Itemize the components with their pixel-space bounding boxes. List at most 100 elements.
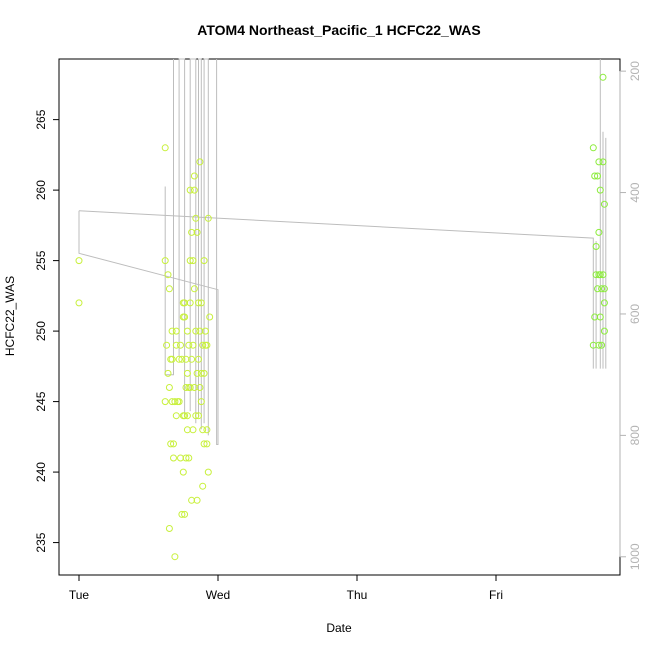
x-tick-label: Wed	[206, 588, 230, 602]
data-point	[199, 426, 207, 434]
data-point	[168, 327, 176, 335]
data-point	[197, 369, 205, 377]
y2-axis: 200 400 600 800 1000	[619, 61, 642, 570]
data-point	[172, 412, 180, 420]
y-tick-label: 240	[34, 462, 48, 482]
data-point	[195, 412, 202, 420]
data-point	[190, 172, 198, 180]
data-point	[186, 257, 194, 265]
data-point	[165, 525, 173, 532]
data-point	[178, 510, 186, 518]
data-point	[594, 172, 601, 180]
data-point	[178, 355, 186, 363]
data-point	[170, 454, 177, 462]
data-point	[600, 299, 608, 307]
data-point	[165, 384, 173, 391]
y-tick-label: 245	[34, 391, 48, 411]
data-point	[595, 228, 603, 236]
data-point	[189, 426, 197, 434]
x-axis: Tue Wed Thu Fri	[69, 574, 503, 602]
data-point	[183, 327, 191, 335]
data-point	[171, 398, 179, 406]
data-point	[175, 398, 183, 406]
plot-frame	[58, 58, 621, 576]
data-point	[197, 398, 205, 406]
data-point	[164, 271, 172, 279]
data-point	[599, 73, 607, 81]
data-point	[182, 454, 190, 462]
data-point	[161, 398, 169, 406]
profile-line	[78, 210, 594, 369]
data-point	[181, 412, 189, 420]
data-point	[199, 341, 207, 349]
data-point	[161, 144, 169, 152]
data-point	[163, 341, 171, 349]
data-point	[172, 341, 180, 349]
y2-tick-label: 800	[628, 425, 642, 445]
x-tick-label: Thu	[347, 588, 368, 602]
data-point	[204, 468, 212, 476]
profile-line	[78, 59, 219, 445]
data-point	[600, 285, 608, 293]
y-tick-label: 265	[34, 109, 48, 129]
data-point	[179, 468, 187, 476]
data-point	[75, 299, 83, 307]
data-point	[165, 285, 173, 293]
y2-tick-label: 600	[628, 304, 642, 324]
data-point	[170, 440, 177, 448]
data-point	[600, 327, 608, 335]
data-point	[189, 257, 197, 265]
data-point	[599, 158, 607, 166]
data-point	[183, 369, 191, 377]
data-point	[182, 384, 190, 391]
profile-line	[203, 58, 209, 436]
data-point	[171, 553, 179, 561]
data-point	[202, 327, 209, 335]
y-axis: 235 240 245 250 255 260 265	[34, 109, 60, 553]
data-point	[161, 257, 169, 265]
data-point	[75, 257, 83, 265]
y-tick-label: 250	[34, 321, 48, 341]
data-point	[195, 299, 202, 307]
x-tick-label: Tue	[69, 588, 90, 602]
x-axis-label: Date	[326, 621, 352, 635]
data-point	[595, 158, 603, 166]
data-point	[600, 200, 608, 208]
data-point	[197, 299, 205, 307]
x-tick-label: Fri	[489, 588, 503, 602]
profile-line	[198, 58, 202, 430]
y-tick-label: 235	[34, 532, 48, 552]
data-point	[186, 186, 194, 194]
data-point	[188, 355, 196, 363]
data-point	[181, 313, 189, 321]
data-point	[164, 369, 172, 377]
data-point	[192, 327, 200, 335]
profile-lines	[78, 58, 607, 445]
data-point	[599, 271, 607, 279]
y2-tick-label: 200	[628, 61, 642, 81]
data-point	[206, 313, 214, 321]
data-point	[200, 369, 208, 377]
data-point	[193, 496, 201, 504]
data-points	[75, 73, 608, 561]
data-point	[204, 214, 212, 222]
data-point	[189, 341, 197, 349]
data-point	[193, 228, 201, 236]
data-point	[183, 412, 191, 420]
data-point	[592, 243, 600, 250]
data-point	[172, 327, 180, 335]
data-point	[196, 384, 204, 391]
data-point	[203, 341, 211, 349]
data-point	[199, 482, 207, 490]
data-point	[203, 426, 211, 434]
profile-line	[164, 59, 174, 376]
data-point	[589, 144, 597, 152]
data-point	[175, 355, 183, 363]
data-point	[190, 186, 198, 194]
data-point	[200, 257, 208, 265]
data-point	[596, 313, 604, 321]
y2-tick-label: 1000	[628, 543, 642, 570]
data-point	[181, 299, 189, 307]
data-point	[185, 454, 193, 462]
